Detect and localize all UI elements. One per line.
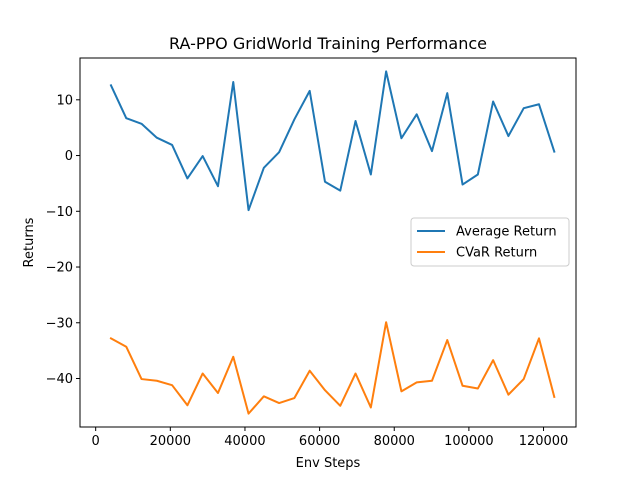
x-axis-title: Env Steps — [296, 456, 361, 471]
x-axis: 0 20000 40000 60000 80000 100000 120000 — [92, 427, 569, 449]
legend-label-cvar-return: CVaR Return — [456, 246, 537, 261]
y-tick-label: −40 — [46, 372, 73, 387]
x-tick-label: 20000 — [150, 434, 191, 449]
legend: Average Return CVaR Return — [410, 217, 570, 267]
series-layer — [109, 70, 556, 415]
series-line-cvar-return — [109, 321, 556, 415]
series-line-average-return — [109, 70, 556, 212]
x-tick-label: 0 — [92, 434, 100, 449]
y-axis: −40 −30 −20 −10 0 10 — [46, 93, 80, 387]
x-tick-label: 40000 — [224, 434, 265, 449]
x-tick-label: 60000 — [299, 434, 340, 449]
plot-frame — [79, 57, 577, 428]
x-tick-label: 100000 — [444, 434, 494, 449]
y-tick-label: 10 — [56, 93, 73, 108]
x-tick-label: 80000 — [374, 434, 415, 449]
x-tick-label: 120000 — [519, 434, 569, 449]
y-axis-title: Returns — [22, 217, 37, 267]
legend-label-average-return: Average Return — [456, 225, 557, 240]
y-tick-label: −20 — [46, 261, 73, 276]
y-tick-label: −30 — [46, 316, 73, 331]
legend-box — [410, 217, 570, 267]
chart-title: RA-PPO GridWorld Training Performance — [169, 34, 487, 53]
y-tick-label: 0 — [65, 149, 73, 164]
y-tick-label: −10 — [46, 205, 73, 220]
